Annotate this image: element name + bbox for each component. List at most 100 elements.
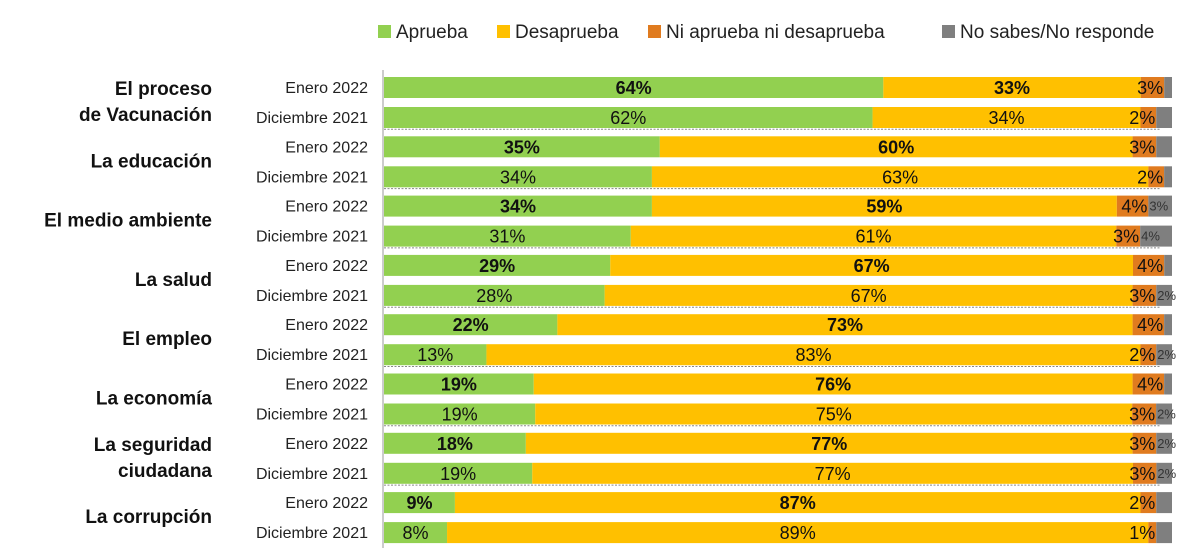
legend-label: Aprueba xyxy=(396,22,468,43)
data-label: 2% xyxy=(1157,347,1176,362)
bar-segment xyxy=(1132,314,1165,336)
data-label: 19% xyxy=(441,375,477,395)
bar-segment xyxy=(659,136,1133,158)
bar-segment xyxy=(1132,403,1157,425)
bar-segment xyxy=(651,195,1117,217)
period-label: Diciembre 2021 xyxy=(256,466,368,483)
period-label: Enero 2022 xyxy=(285,199,368,216)
category-label: La economía xyxy=(96,389,213,410)
bar-segment xyxy=(1156,403,1172,425)
data-label: 3% xyxy=(1149,199,1168,214)
period-label: Enero 2022 xyxy=(285,139,368,156)
bar-segment xyxy=(1132,254,1165,276)
data-label: 34% xyxy=(500,197,536,217)
data-label: 13% xyxy=(417,345,453,365)
data-label: 62% xyxy=(610,108,646,128)
data-label: 4% xyxy=(1141,229,1160,244)
data-label: 33% xyxy=(994,78,1030,98)
data-label: 3% xyxy=(1129,405,1155,425)
period-label: Enero 2022 xyxy=(285,377,368,394)
bar-segment xyxy=(1140,77,1165,98)
data-label: 3% xyxy=(1113,227,1139,247)
bar-segment xyxy=(1140,107,1157,128)
bar-segment xyxy=(384,225,631,247)
bar-segment xyxy=(1132,462,1157,484)
legend-label: Desaprueba xyxy=(515,22,619,43)
bar-segment xyxy=(1156,522,1172,544)
data-label: 73% xyxy=(827,315,863,335)
category-label: La educación xyxy=(91,151,212,172)
bar-segment xyxy=(1164,373,1172,395)
data-label: 75% xyxy=(816,405,852,425)
data-label: 89% xyxy=(780,523,816,543)
period-label: Diciembre 2021 xyxy=(256,347,368,364)
period-label: Enero 2022 xyxy=(285,317,368,334)
bar-segment xyxy=(1156,462,1172,484)
bar-segment xyxy=(384,403,536,425)
period-label: Enero 2022 xyxy=(285,80,368,97)
category-label: El medio ambiente xyxy=(44,211,212,232)
data-label: 4% xyxy=(1121,197,1147,217)
period-label: Enero 2022 xyxy=(285,436,368,453)
period-label: Diciembre 2021 xyxy=(256,407,368,424)
data-label: 1% xyxy=(1129,523,1155,543)
bar-segment xyxy=(384,462,533,484)
bar-segment xyxy=(384,373,534,395)
data-label: 2% xyxy=(1129,108,1155,128)
bar-segment xyxy=(384,195,652,217)
bar-segment xyxy=(384,522,448,544)
bar-segment xyxy=(1148,522,1157,544)
data-label: 4% xyxy=(1137,375,1163,395)
category-label: La seguridad xyxy=(94,435,212,456)
data-label: 87% xyxy=(780,493,816,513)
bar-segment xyxy=(1156,284,1172,306)
bar-segment xyxy=(535,403,1133,425)
legend-swatch xyxy=(942,25,955,38)
data-label: 3% xyxy=(1129,464,1155,484)
data-label: 8% xyxy=(403,523,429,543)
bar-segment xyxy=(384,254,611,276)
category-label: de Vacunación xyxy=(79,105,212,126)
period-label: Diciembre 2021 xyxy=(256,229,368,246)
bar-segment xyxy=(1140,492,1157,514)
data-label: 28% xyxy=(476,286,512,306)
bar-segment xyxy=(447,522,1149,544)
data-label: 64% xyxy=(616,78,652,98)
data-label: 18% xyxy=(437,434,473,454)
data-label: 34% xyxy=(989,108,1025,128)
data-label: 67% xyxy=(854,256,890,276)
category-label: La salud xyxy=(135,270,212,291)
bar-segment xyxy=(630,225,1117,247)
data-label: 67% xyxy=(851,286,887,306)
bar-segment xyxy=(610,254,1133,276)
bar-segment xyxy=(533,373,1133,395)
data-label: 2% xyxy=(1157,466,1176,481)
period-label: Diciembre 2021 xyxy=(256,288,368,305)
bar-segment xyxy=(1148,195,1172,217)
period-label: Enero 2022 xyxy=(285,258,368,275)
bar-segment xyxy=(384,492,455,514)
bar-segment xyxy=(384,284,605,306)
legend-swatch xyxy=(378,25,391,38)
bar-segment xyxy=(1140,225,1172,247)
bar-segment xyxy=(1156,492,1172,514)
bar-segment xyxy=(557,314,1133,336)
data-label: 3% xyxy=(1129,286,1155,306)
bar-segment xyxy=(1164,254,1172,276)
data-label: 31% xyxy=(489,227,525,247)
legend-label: No sabes/No responde xyxy=(960,22,1154,43)
data-label: 9% xyxy=(406,493,432,513)
data-label: 35% xyxy=(504,137,540,157)
period-label: Diciembre 2021 xyxy=(256,110,368,127)
data-label: 2% xyxy=(1157,288,1176,303)
bar-segment xyxy=(384,166,652,188)
category-label: La corrupción xyxy=(85,507,212,528)
bar-segment xyxy=(872,107,1141,128)
period-label: Diciembre 2021 xyxy=(256,525,368,542)
bar-segment xyxy=(1132,373,1165,395)
data-label: 29% xyxy=(479,256,515,276)
data-label: 2% xyxy=(1129,345,1155,365)
data-label: 2% xyxy=(1137,167,1163,187)
